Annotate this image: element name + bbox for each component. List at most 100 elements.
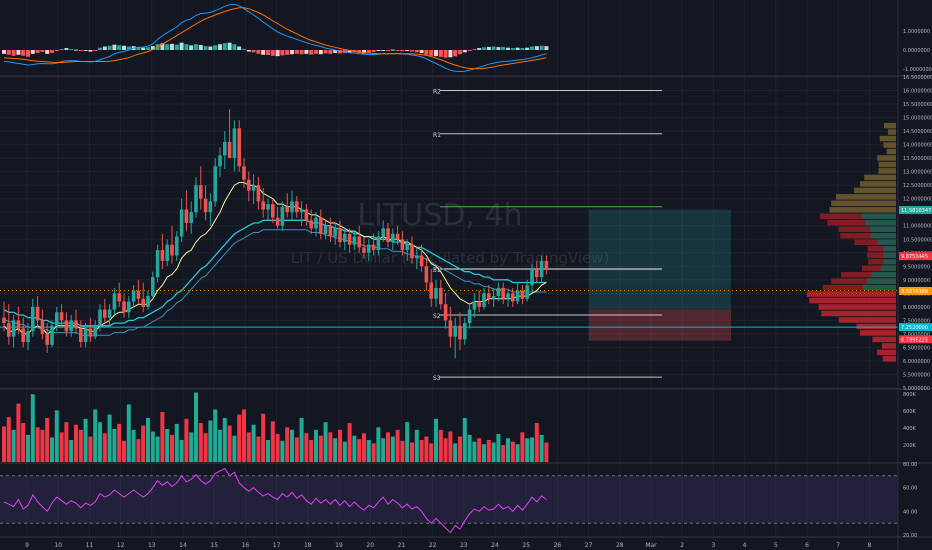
pivot-label: P — [433, 267, 437, 274]
macd-histogram-bar — [443, 50, 448, 58]
macd-histogram-bar — [309, 50, 314, 55]
volume-bar — [486, 439, 491, 462]
macd-histogram-bar — [386, 50, 390, 51]
candle-body — [429, 282, 433, 299]
candle-body — [194, 185, 198, 213]
macd-histogram-bar — [198, 45, 203, 50]
volume-profile-row — [864, 174, 896, 181]
price-tag-label: 7.2520000 — [901, 325, 928, 331]
macd-histogram-bar — [203, 46, 208, 50]
candle-body — [160, 250, 165, 261]
candle-body — [112, 293, 117, 310]
candle-body — [21, 328, 25, 343]
macd-histogram-bar — [520, 48, 525, 50]
macd-histogram-bar — [16, 50, 21, 55]
macd-histogram-bar — [534, 46, 539, 50]
volume-bar — [194, 392, 198, 462]
macd-histogram-bar — [179, 42, 184, 50]
candle-body — [151, 277, 155, 297]
time-tick-label: 22 — [429, 542, 437, 549]
volume-bar — [280, 440, 285, 462]
macd-histogram-bar — [112, 44, 117, 50]
macd-histogram-bar — [338, 50, 342, 54]
volume-bar — [213, 409, 218, 462]
macd-histogram-bar — [419, 50, 424, 54]
rsi-band — [0, 475, 898, 524]
macd-histogram-bar — [69, 49, 74, 51]
candle-body — [256, 185, 261, 202]
pivot-label: S1 — [433, 267, 441, 274]
price-tick-label: 15.5000000 — [903, 102, 932, 108]
time-tick-label: 23 — [460, 542, 468, 549]
volume-bar — [16, 403, 21, 462]
candle-body — [64, 320, 69, 332]
candle-body — [515, 290, 520, 302]
volume-bar — [50, 437, 54, 462]
candle-body — [295, 201, 299, 213]
volume-bar — [21, 423, 26, 462]
price-tick-label: 12.5000000 — [903, 183, 932, 189]
candle-body — [309, 220, 313, 229]
volume-profile — [806, 122, 896, 362]
candle-body — [271, 204, 275, 218]
candle-body — [487, 293, 491, 299]
rsi-tick-label: 60.00 — [903, 486, 917, 492]
macd-histogram-bar — [347, 50, 352, 53]
time-tick-label: 28 — [616, 542, 624, 549]
macd-histogram-bar — [107, 45, 112, 50]
candle-body — [247, 179, 251, 191]
volume-bar — [362, 433, 366, 462]
macd-histogram-bar — [376, 50, 381, 51]
time-axis[interactable]: 9 10 11 12 13 14 15 16 17 18 19 20 21 22 23 24 25 26 27 28 M… — [25, 542, 871, 549]
candle-body — [261, 201, 265, 210]
time-tick-label: 2 — [680, 542, 684, 549]
volume-profile-up — [870, 226, 896, 233]
volume-bar — [141, 425, 146, 462]
volume-bar — [208, 420, 213, 462]
volume-profile-row — [806, 291, 896, 297]
macd-histogram-bar — [88, 50, 93, 52]
time-tick-label: 26 — [554, 542, 562, 549]
volume-bar — [266, 439, 270, 462]
volume-profile-up — [883, 252, 896, 258]
price-tick-label: 5.0000000 — [903, 386, 930, 392]
macd-histogram-bar — [189, 45, 194, 50]
candle-body — [367, 244, 371, 253]
macd-histogram-bar — [74, 49, 78, 51]
candle-body — [410, 244, 414, 259]
long-position-tool[interactable] — [589, 209, 731, 341]
volume-profile-row — [835, 194, 896, 200]
volume-bar — [198, 423, 203, 462]
volume-profile-row — [882, 356, 896, 362]
candle-body — [141, 298, 145, 307]
volume-bar — [419, 439, 424, 462]
candle-body — [343, 233, 347, 242]
volume-profile-row — [883, 142, 896, 148]
price-tick-label: 7.0000000 — [903, 332, 930, 338]
volume-bar — [261, 413, 266, 462]
volume-bar — [294, 437, 299, 462]
volume-profile-row — [883, 122, 896, 129]
candle-body — [107, 309, 112, 318]
candle-body — [45, 333, 49, 345]
volume-bar — [112, 428, 117, 462]
price-tag — [899, 286, 932, 295]
macd-histogram-bar — [486, 46, 491, 50]
volume-bar — [434, 418, 438, 462]
time-tick-label: 19 — [335, 542, 343, 549]
candle-body — [477, 301, 481, 307]
macd-histogram-bar — [11, 50, 16, 56]
price-axis[interactable]: 5.0000000 5.5000000 6.0000000 6.5000000 7.00… — [899, 29, 932, 539]
candle-body — [347, 233, 352, 245]
candle-body — [189, 212, 193, 224]
candle-body — [511, 293, 515, 302]
volume-bar — [501, 445, 506, 462]
candle-body — [83, 328, 88, 343]
volume-profile-row — [820, 213, 896, 220]
macd-tick-label: 1.0000000 — [903, 29, 930, 35]
macd-histogram-bar — [472, 49, 477, 51]
candle-body — [26, 331, 30, 343]
volume-bar — [136, 439, 141, 462]
